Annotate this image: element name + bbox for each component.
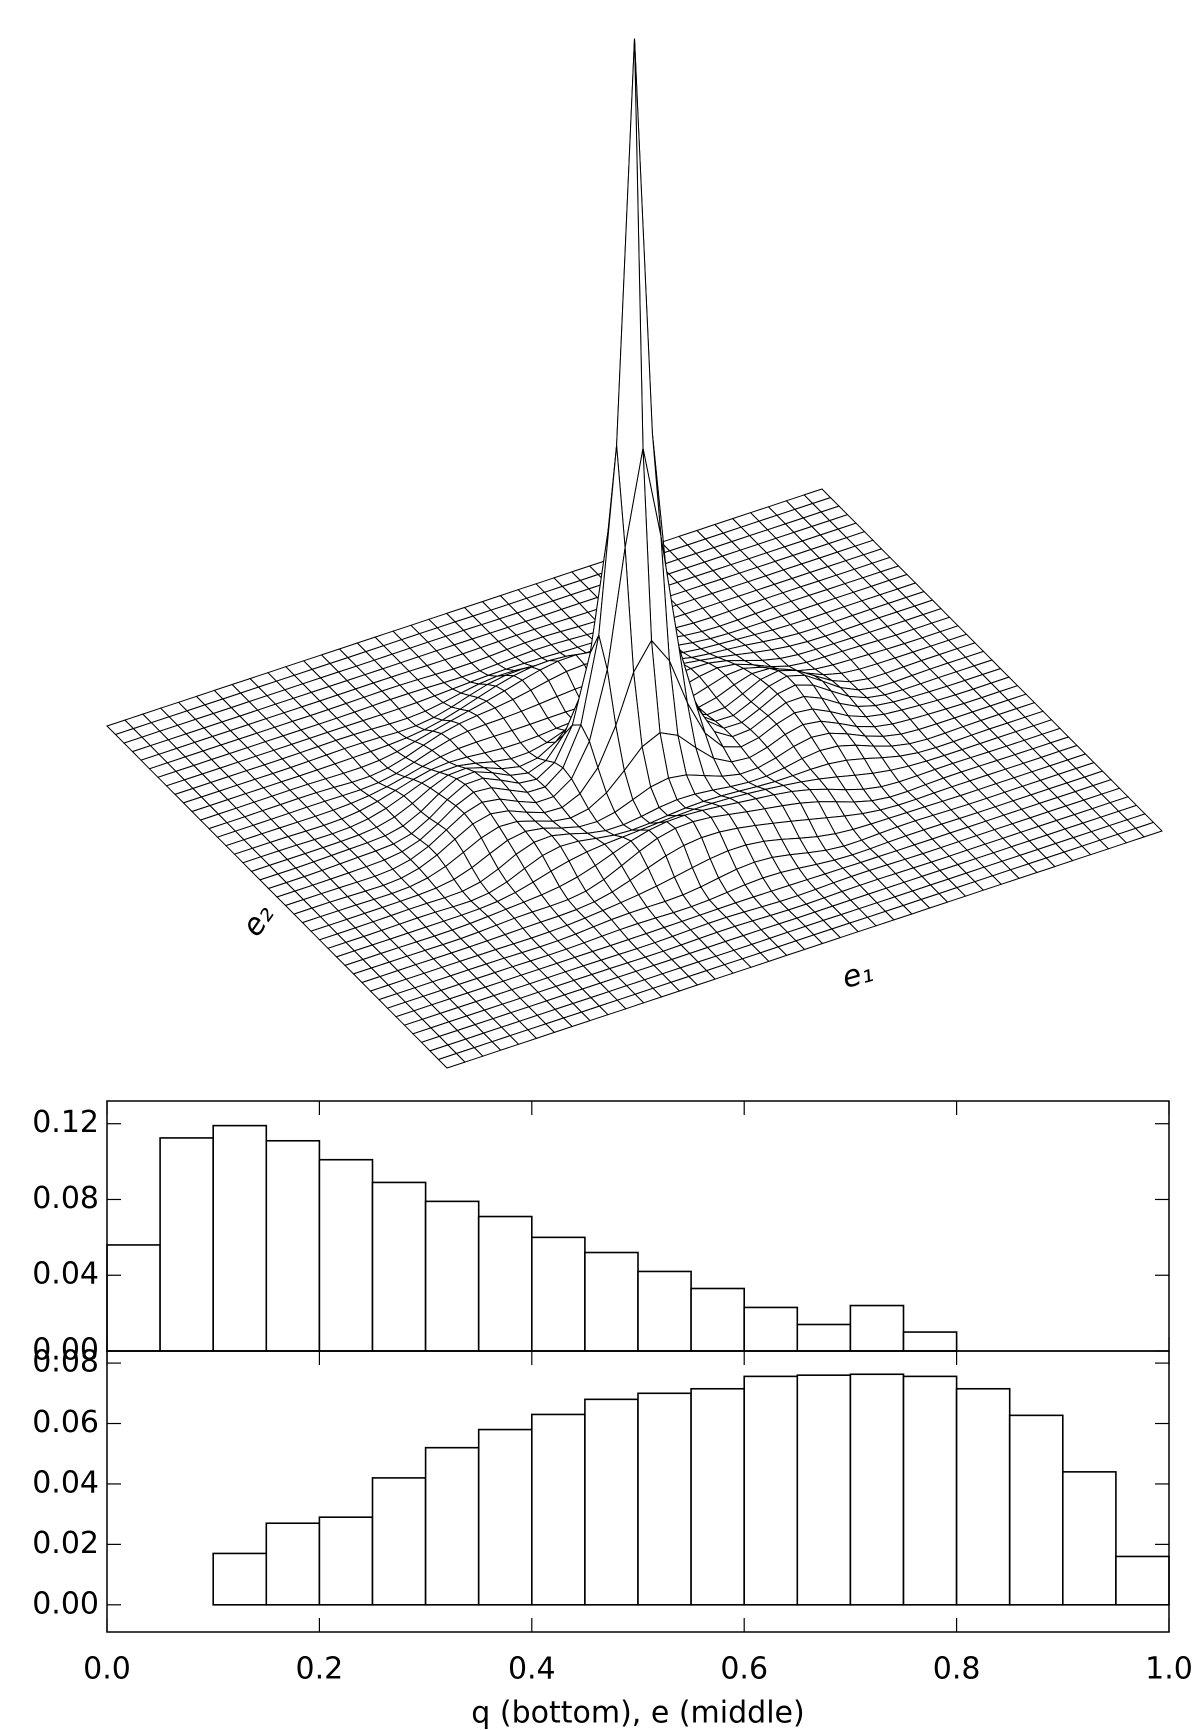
y-tick-label: 0.00: [32, 1333, 99, 1368]
surface-plot: [106, 38, 1163, 1069]
bar: [955, 1387, 1011, 1606]
y-tick-label: 0.04: [32, 1257, 99, 1292]
bar: [1115, 1555, 1170, 1606]
bar: [371, 1477, 427, 1606]
bar: [690, 1387, 745, 1606]
bar: [318, 1158, 374, 1352]
bar: [530, 1413, 586, 1606]
bar: [371, 1181, 427, 1352]
y-tick-label: 0.08: [32, 1181, 99, 1216]
bar: [212, 1124, 268, 1352]
y-tick-label: 0.04: [32, 1465, 99, 1500]
bar: [1008, 1414, 1064, 1606]
bar: [584, 1251, 639, 1352]
bar: [849, 1304, 905, 1352]
x-tick-label: 0.2: [296, 1652, 344, 1687]
y-tick-label: 0.06: [32, 1405, 99, 1440]
y-tick-label: 0.08: [32, 1345, 99, 1380]
bar: [902, 1375, 958, 1606]
bar: [424, 1446, 480, 1606]
x-tick-label: 0.0: [83, 1652, 131, 1687]
bar: [318, 1516, 374, 1606]
y-tick-label: 0.00: [32, 1586, 99, 1621]
surface-cell: [437, 1052, 466, 1069]
bar: [265, 1139, 321, 1352]
bar: [637, 1392, 692, 1606]
bar: [424, 1200, 480, 1352]
bar: [796, 1323, 852, 1352]
surface-x-label: e₁: [838, 954, 877, 996]
x-axis-label: q (bottom), e (middle): [471, 1696, 804, 1730]
y-tick-label: 0.02: [32, 1526, 99, 1561]
x-tick-label: 1.0: [1145, 1652, 1193, 1687]
bar: [477, 1215, 533, 1352]
bar: [902, 1331, 958, 1352]
x-tick-label: 0.8: [933, 1652, 981, 1687]
bar: [159, 1137, 215, 1352]
bar: [584, 1398, 639, 1606]
bar: [849, 1373, 905, 1606]
bar: [265, 1522, 321, 1606]
bar: [1062, 1471, 1117, 1606]
bar: [743, 1375, 799, 1606]
bar: [637, 1270, 692, 1352]
x-tick-label: 0.4: [508, 1652, 556, 1687]
bar: [477, 1428, 533, 1606]
bar: [690, 1287, 745, 1352]
y-tick-label: 0.12: [32, 1105, 99, 1140]
bar: [796, 1374, 852, 1606]
bar: [212, 1552, 268, 1606]
bar: [106, 1244, 161, 1352]
bar: [743, 1306, 799, 1352]
bar: [530, 1236, 586, 1352]
plot-frame: [106, 1350, 1170, 1633]
surface-y-label: e₂: [235, 898, 281, 943]
x-tick-label: 0.6: [720, 1652, 768, 1687]
